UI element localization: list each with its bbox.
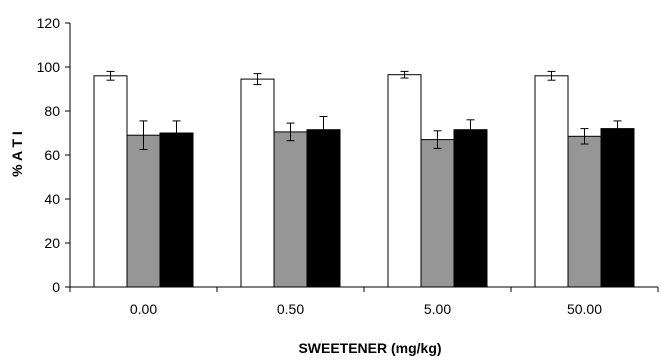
y-tick-label: 60 [44, 147, 60, 163]
x-axis-title: SWEETENER (mg/kg) [298, 340, 441, 356]
bar [600, 128, 635, 288]
x-tick-label: 50.00 [567, 301, 602, 317]
bar [240, 78, 275, 288]
bar [126, 134, 161, 288]
bar [534, 75, 569, 288]
y-tick-label: 120 [37, 15, 61, 31]
y-axis-title: % A T I [9, 131, 25, 177]
y-tick-label: 100 [37, 59, 61, 75]
bar [453, 129, 488, 288]
y-tick-label: 0 [52, 279, 60, 295]
y-axis-ticks: 0 20 40 60 80 100 120 [37, 15, 70, 295]
bar [306, 129, 341, 288]
bar [159, 132, 194, 288]
x-tick-label: 0.50 [277, 301, 304, 317]
bar [273, 131, 308, 288]
bar-series [93, 74, 635, 288]
x-tick-label: 5.00 [424, 301, 451, 317]
bar [387, 74, 422, 288]
bar [420, 139, 455, 288]
bar [93, 75, 128, 288]
x-tick-label: 0.00 [130, 301, 157, 317]
y-tick-label: 80 [44, 103, 60, 119]
error-bars [106, 70, 622, 150]
y-tick-label: 20 [44, 235, 60, 251]
y-tick-label: 40 [44, 191, 60, 207]
bar [567, 135, 602, 288]
x-axis-ticks: 0.00 0.50 5.00 50.00 [69, 287, 659, 317]
